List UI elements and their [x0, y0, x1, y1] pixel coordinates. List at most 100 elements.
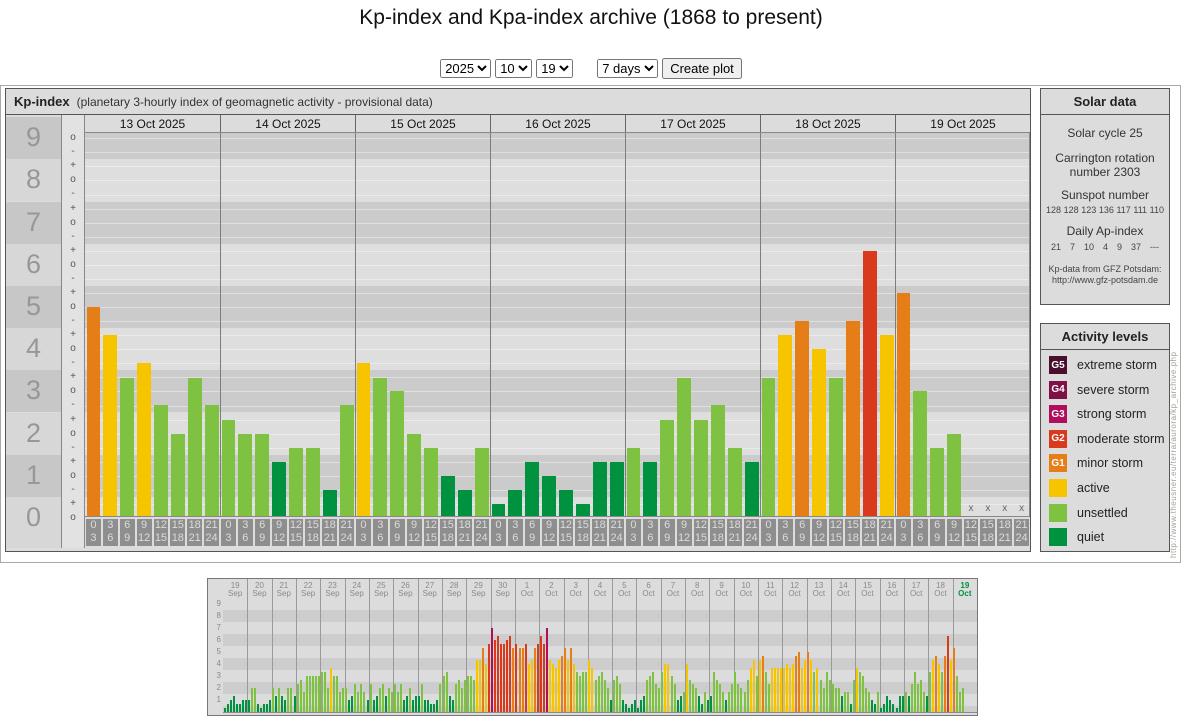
overview-kp-bar	[442, 676, 445, 712]
overview-date-month: Oct	[764, 589, 777, 598]
hour-end: 3	[630, 532, 637, 544]
overview-baseline	[223, 712, 977, 713]
hour-end: 6	[647, 532, 654, 544]
overview-y-number: 8	[216, 611, 221, 620]
overview-kp-bar	[475, 660, 478, 712]
ap-value: 21	[1051, 242, 1062, 252]
grid-line	[85, 391, 1029, 393]
solar-cycle-text: Solar cycle 25	[1067, 126, 1143, 140]
grid-line	[85, 419, 1029, 421]
y-axis-tick: o	[70, 427, 76, 439]
sunspot-value: 128	[1046, 205, 1062, 215]
overview-kp-bar	[491, 628, 494, 712]
overview-kp-bar	[360, 684, 363, 712]
activity-levels-panel: Activity levels G5 extreme storm G4 severe …	[1040, 323, 1170, 552]
hour-end: 15	[694, 532, 708, 544]
overview-kp-bar	[950, 660, 953, 712]
overview-kp-bar	[250, 688, 253, 712]
overview-kp-bar	[336, 676, 339, 712]
overview-date-day: 25	[376, 581, 386, 590]
hour-end: 15	[154, 532, 168, 544]
active-swatch	[1049, 479, 1067, 497]
y-axis-tick: +	[70, 497, 76, 509]
hour-start: 18	[458, 519, 471, 531]
overview-kp-bar	[573, 664, 576, 712]
overview-kp-bar	[521, 648, 524, 712]
overview-y-number: 4	[216, 659, 221, 668]
overview-kp-bar	[238, 703, 241, 712]
day-select[interactable]: 19	[536, 59, 574, 78]
overview-kp-bar	[284, 700, 287, 712]
y-axis-tick: +	[70, 286, 76, 298]
kp-data-credit: Kp-data from GFZ Potsdam: http://www.gfz…	[1048, 264, 1162, 285]
y-axis-number: 4	[25, 333, 42, 364]
overview-kp-bar	[801, 667, 804, 712]
legend-item: G5 extreme storm	[1049, 356, 1169, 374]
hour-start: 9	[816, 519, 823, 531]
hour-start: 21	[610, 519, 623, 531]
overview-kp-bar	[743, 691, 746, 712]
overview-kp-bar	[941, 672, 944, 712]
hour-end: 6	[782, 532, 789, 544]
overview-kp-bar	[846, 691, 849, 712]
overview-kp-bar	[725, 700, 728, 712]
hour-end: 9	[529, 532, 536, 544]
overview-kp-bar	[898, 696, 901, 712]
hour-end: 24	[1015, 532, 1028, 544]
overview-kp-bar	[661, 672, 664, 712]
overview-kp-bar	[518, 648, 521, 712]
overview-kp-bar	[454, 684, 457, 712]
overview-kp-bar	[588, 660, 591, 712]
overview-date-day: 28	[449, 581, 459, 590]
overview-kp-bar	[396, 691, 399, 712]
overview-day-separator	[441, 579, 443, 712]
month-select[interactable]: 10	[495, 59, 533, 78]
hour-end: 24	[475, 532, 488, 544]
hour-end: 21	[863, 532, 876, 544]
overview-kp-bar	[776, 667, 779, 712]
y-axis-tick: -	[71, 188, 75, 200]
hour-interval-label: 12 15	[288, 519, 304, 546]
plot-band	[85, 201, 1029, 244]
overview-kp-bar	[646, 679, 649, 712]
create-plot-button[interactable]: Create plot	[662, 58, 742, 79]
kp-bar	[272, 461, 286, 516]
hour-interval-label: 15 18	[305, 519, 321, 546]
overview-day-separator	[758, 579, 760, 712]
date-header: 13 Oct 2025	[119, 116, 186, 131]
year-select[interactable]: 2025	[440, 59, 492, 78]
hour-end: 12	[137, 532, 151, 544]
overview-kp-bar	[962, 688, 965, 712]
overview-kp-bar	[716, 679, 719, 712]
overview-kp-bar	[460, 688, 463, 712]
overview-day-separator	[806, 579, 808, 712]
y-axis-tick: o	[70, 216, 76, 228]
kp-bar	[913, 391, 928, 516]
kp-bar	[322, 489, 337, 516]
overview-kp-bar	[457, 679, 460, 712]
ap-label: Daily Ap-index	[1066, 224, 1144, 238]
hour-interval-label: 12 15	[153, 519, 169, 546]
no-data-marker: x	[1019, 503, 1025, 514]
date-header: 15 Oct 2025	[355, 115, 490, 132]
hour-interval-label: 9 12	[406, 519, 422, 546]
hour-start: 6	[124, 519, 131, 531]
kp-bar	[795, 320, 810, 516]
overview-kp-bar	[649, 676, 652, 712]
overview-kp-bar	[795, 655, 798, 712]
overview-kp-bar	[831, 684, 834, 712]
overview-kp-bar	[241, 700, 244, 712]
y-axis-tick: o	[70, 132, 76, 144]
overview-date-day: 21	[279, 581, 289, 590]
overview-kp-bar	[694, 688, 697, 712]
range-select[interactable]: 7 days	[597, 59, 659, 78]
activity-levels-list: G5 extreme storm G4 severe storm G3 strong st…	[1041, 350, 1169, 551]
overview-date-day: 2	[549, 581, 554, 590]
g2-swatch: G2	[1049, 429, 1067, 448]
solar-data-panel: Solar data Solar cycle 25 Carrington rot…	[1040, 88, 1170, 305]
overview-kp-bar	[609, 700, 612, 712]
overview-day-separator	[563, 579, 565, 712]
